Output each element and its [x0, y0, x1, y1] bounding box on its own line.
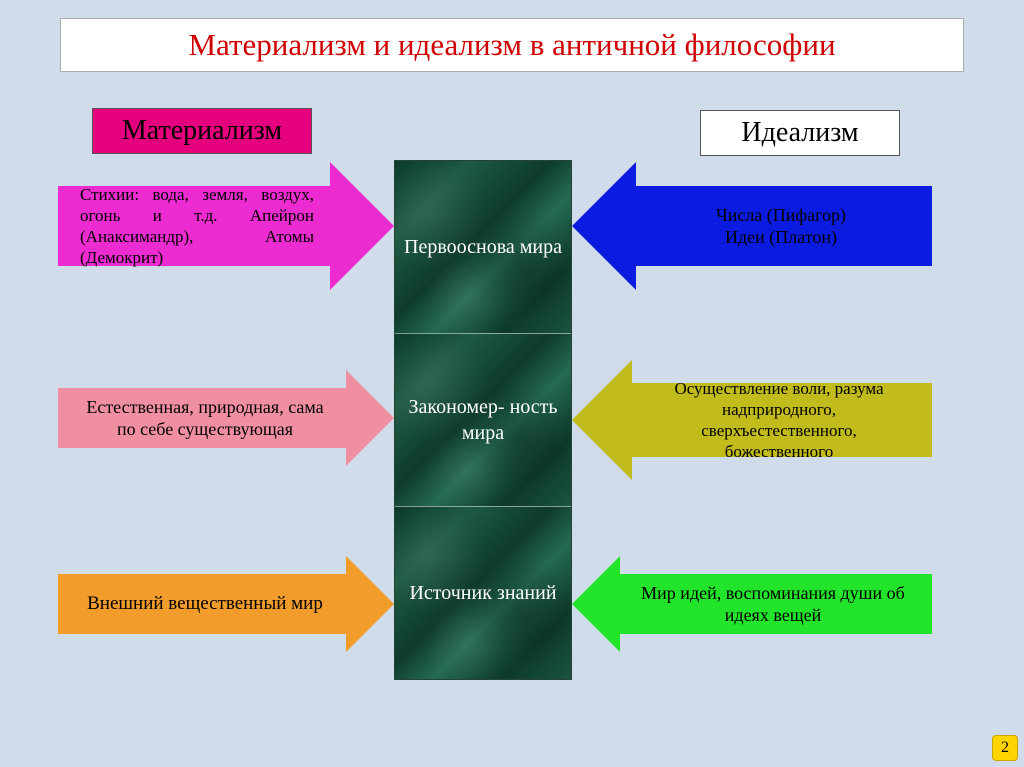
- center-cell: Закономер- ность мира: [395, 334, 571, 507]
- left-arrow: Естественная, природная, сама по себе су…: [58, 370, 394, 466]
- left-arrow-text: Стихии: вода, земля, воздух, огонь и т.д…: [68, 184, 384, 269]
- right-arrow-text: Осуществление воли, разума надприродного…: [582, 378, 922, 463]
- header-materialism-label: Материализм: [122, 115, 282, 146]
- header-idealism: Идеализм: [700, 110, 900, 156]
- right-arrow-text: Мир идей, воспоминания души об идеях вещ…: [582, 582, 922, 627]
- center-cell: Первооснова мира: [395, 161, 571, 334]
- right-arrow: Мир идей, воспоминания души об идеях вещ…: [572, 556, 932, 652]
- header-materialism: Материализм: [92, 108, 312, 154]
- center-cell-text: Закономер- ность мира: [403, 394, 563, 446]
- right-arrow: Осуществление воли, разума надприродного…: [572, 360, 932, 480]
- right-arrow-text: Числа (Пифагор) Идеи (Платон): [582, 204, 922, 249]
- center-cell: Источник знаний: [395, 507, 571, 679]
- center-cell-text: Первооснова мира: [404, 234, 562, 260]
- center-cell-text: Источник знаний: [409, 580, 556, 606]
- left-arrow: Стихии: вода, земля, воздух, огонь и т.д…: [58, 162, 394, 290]
- left-arrow-text: Внешний вещественный мир: [68, 592, 384, 616]
- left-arrow: Внешний вещественный мир: [58, 556, 394, 652]
- center-column: Первооснова мира Закономер- ность мира И…: [394, 160, 572, 680]
- right-arrow: Числа (Пифагор) Идеи (Платон): [572, 162, 932, 290]
- page-number-badge: 2: [992, 735, 1018, 761]
- header-idealism-label: Идеализм: [741, 117, 858, 148]
- left-arrow-text: Естественная, природная, сама по себе су…: [68, 396, 384, 441]
- page-title: Материализм и идеализм в античной филосо…: [60, 18, 964, 72]
